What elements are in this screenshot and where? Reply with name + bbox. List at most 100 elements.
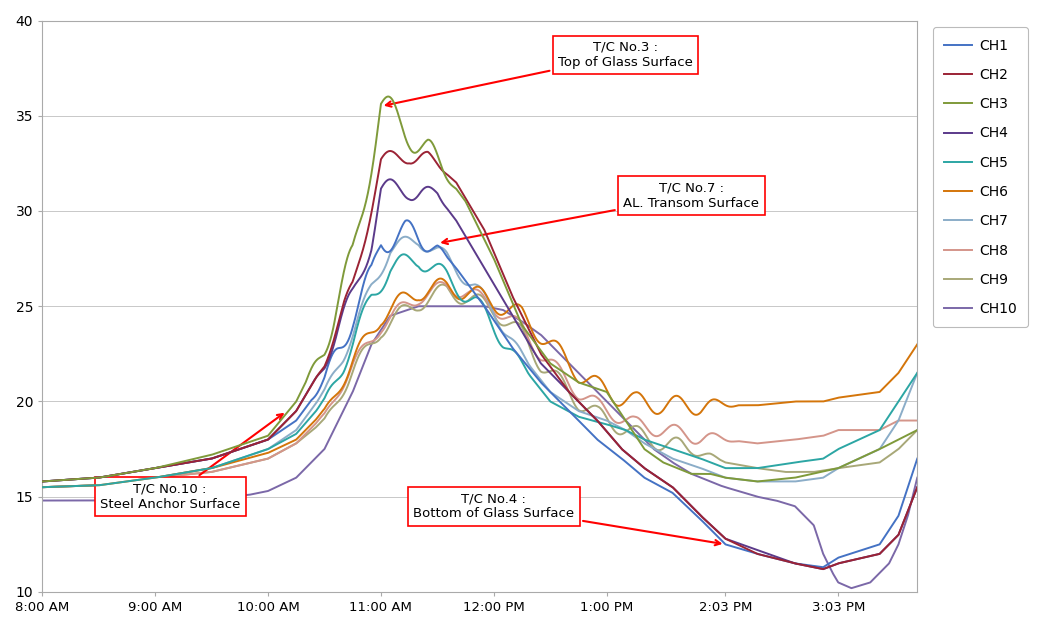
Text: T/C No.10 :
Steel Anchor Surface: T/C No.10 : Steel Anchor Surface <box>100 414 282 511</box>
CH3 <box>439 171 451 179</box>
Line: CH6: CH6 <box>42 279 917 487</box>
CH7 <box>35 484 48 491</box>
CH6 <box>35 484 48 491</box>
CH6 <box>911 340 923 348</box>
CH1 <box>400 216 413 224</box>
CH1 <box>911 455 923 462</box>
CH3 <box>886 439 898 447</box>
CH10 <box>886 553 898 560</box>
CH1 <box>80 475 93 482</box>
Text: T/C No.4 :
Bottom of Glass Surface: T/C No.4 : Bottom of Glass Surface <box>414 493 720 545</box>
CH8 <box>886 420 898 428</box>
CH3 <box>462 203 474 210</box>
CH3 <box>725 475 738 482</box>
CH2 <box>725 538 738 545</box>
CH5 <box>886 407 898 415</box>
CH9 <box>886 450 898 457</box>
CH1 <box>439 250 451 257</box>
Text: T/C No.7 :
AL. Transom Surface: T/C No.7 : AL. Transom Surface <box>443 182 760 244</box>
CH5 <box>397 250 410 258</box>
CH4 <box>911 484 923 491</box>
CH5 <box>886 408 898 415</box>
CH5 <box>439 264 451 272</box>
CH2 <box>80 475 93 482</box>
CH9 <box>725 460 738 467</box>
CH5 <box>911 369 923 377</box>
CH6 <box>80 482 93 489</box>
CH8 <box>462 289 474 296</box>
CH9 <box>436 281 448 288</box>
CH3 <box>35 477 48 485</box>
CH8 <box>886 420 898 428</box>
Line: CH7: CH7 <box>42 237 917 487</box>
CH6 <box>886 376 898 383</box>
CH2 <box>911 484 923 491</box>
CH5 <box>80 482 93 489</box>
Line: CH4: CH4 <box>42 179 917 569</box>
CH1 <box>35 477 48 485</box>
CH10 <box>80 497 93 504</box>
CH2 <box>462 199 474 206</box>
CH9 <box>886 450 898 457</box>
CH2 <box>886 537 898 545</box>
CH4 <box>439 202 451 209</box>
CH6 <box>435 275 447 282</box>
CH6 <box>725 403 738 411</box>
Line: CH5: CH5 <box>42 254 917 487</box>
CH9 <box>462 297 474 304</box>
CH1 <box>462 281 474 288</box>
CH1 <box>817 564 829 571</box>
CH7 <box>462 281 474 289</box>
CH6 <box>462 290 474 298</box>
CH9 <box>35 484 48 491</box>
Line: CH10: CH10 <box>42 306 917 588</box>
CH3 <box>80 475 93 482</box>
CH10 <box>845 584 858 592</box>
CH6 <box>439 277 451 284</box>
CH10 <box>35 497 48 504</box>
Text: T/C No.3 :
Top of Glass Surface: T/C No.3 : Top of Glass Surface <box>386 41 693 107</box>
CH2 <box>887 537 899 544</box>
CH2 <box>383 147 396 155</box>
CH8 <box>911 417 923 425</box>
CH4 <box>725 537 738 545</box>
CH2 <box>35 477 48 485</box>
CH5 <box>35 484 48 491</box>
CH8 <box>80 482 93 489</box>
CH3 <box>886 439 898 447</box>
CH7 <box>399 233 412 240</box>
CH3 <box>381 92 394 100</box>
CH7 <box>886 426 898 434</box>
Line: CH8: CH8 <box>42 282 917 487</box>
CH4 <box>80 475 93 482</box>
CH2 <box>817 565 829 573</box>
CH10 <box>887 552 899 560</box>
CH6 <box>886 376 898 383</box>
CH8 <box>725 438 738 445</box>
CH4 <box>35 477 48 485</box>
Line: CH3: CH3 <box>42 96 917 481</box>
CH10 <box>725 485 738 493</box>
CH10 <box>911 474 923 481</box>
CH7 <box>911 369 923 377</box>
CH4 <box>887 537 899 544</box>
Legend: CH1, CH2, CH3, CH4, CH5, CH6, CH7, CH8, CH9, CH10: CH1, CH2, CH3, CH4, CH5, CH6, CH7, CH8, … <box>933 28 1027 327</box>
CH9 <box>80 482 93 489</box>
CH1 <box>887 521 899 528</box>
CH8 <box>439 280 451 287</box>
CH4 <box>383 175 396 183</box>
CH10 <box>462 303 474 310</box>
CH7 <box>886 426 898 433</box>
CH2 <box>439 169 451 177</box>
CH7 <box>80 482 93 489</box>
Line: CH9: CH9 <box>42 284 917 487</box>
CH1 <box>886 521 898 529</box>
CH4 <box>886 537 898 545</box>
CH4 <box>817 565 829 573</box>
Line: CH2: CH2 <box>42 151 917 569</box>
CH7 <box>439 247 451 254</box>
CH9 <box>439 281 451 289</box>
CH1 <box>725 542 738 550</box>
CH7 <box>725 475 738 482</box>
CH8 <box>35 484 48 491</box>
